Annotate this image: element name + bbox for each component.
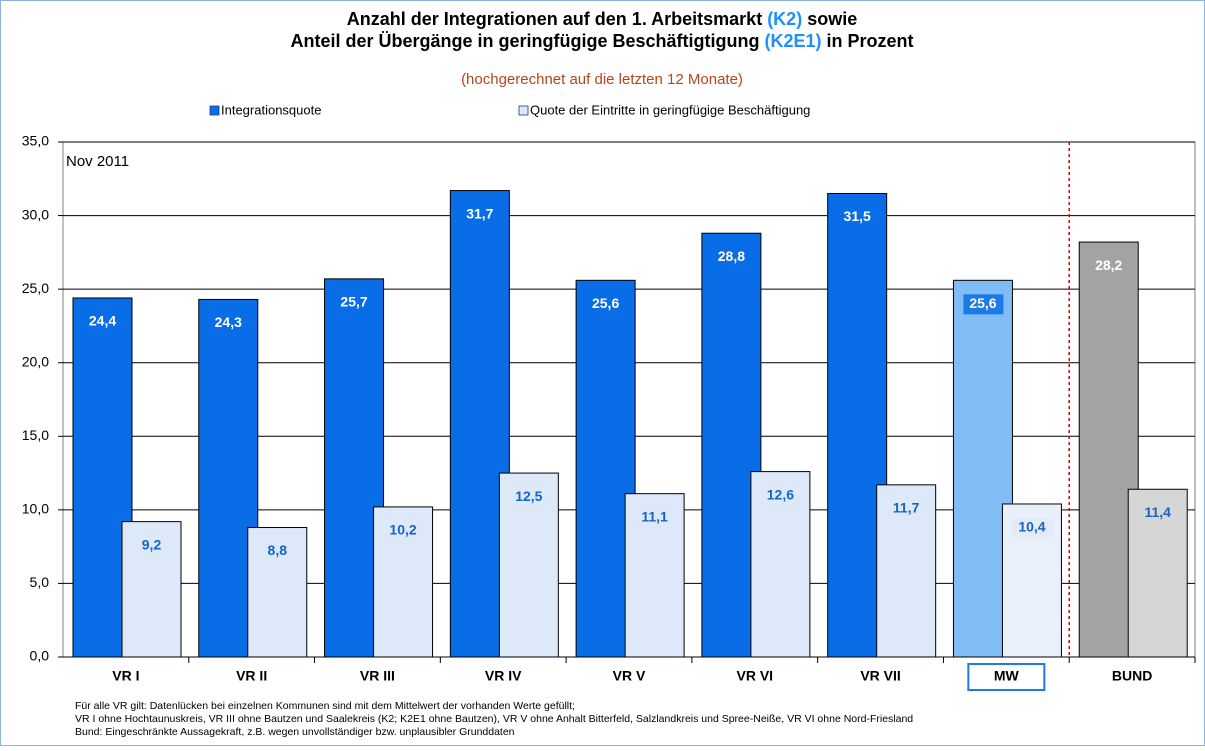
bar [876, 484, 937, 658]
title-part: (K2) [767, 9, 802, 29]
y-tick-label: 15,0 [22, 427, 49, 443]
bar [624, 493, 685, 658]
highlight-box [967, 663, 1046, 691]
title-part: in Prozent [827, 31, 914, 51]
footnote: Bund: Eingeschränkte Aussagekraft, z.B. … [75, 726, 515, 738]
annotation: Nov 2011 [66, 153, 129, 170]
bar [1127, 488, 1188, 658]
value-label: 11,7 [893, 500, 920, 516]
footnote: VR I ohne Hochtaunuskreis, VR III ohne B… [75, 713, 913, 725]
bar [750, 471, 811, 658]
chart-title: Anzahl der Integrationen auf den 1. Arbe… [347, 9, 857, 29]
x-tick-label: VR II [236, 668, 267, 684]
bar [498, 472, 559, 658]
title-part: Anzahl der Integrationen auf den 1. Arbe… [347, 9, 762, 29]
title-part: Anteil der Übergänge in geringfügige Bes… [290, 31, 759, 51]
y-tick-label: 30,0 [22, 206, 49, 222]
y-tick-label: 5,0 [30, 574, 50, 590]
value-label: 8,8 [268, 542, 288, 558]
value-label-bg [1012, 517, 1053, 538]
x-tick-label: VR V [613, 668, 646, 684]
legend-label: Integrationsquote [221, 102, 321, 117]
x-tick-label: VR VI [736, 668, 773, 684]
value-label: 10,4 [1018, 519, 1045, 535]
legend-swatch [209, 105, 220, 116]
legend-label: Quote der Eintritte in geringfügige Besc… [530, 102, 810, 117]
x-tick-label: VR VII [860, 668, 900, 684]
footnote: Für alle VR gilt: Datenlücken bei einzel… [75, 700, 575, 712]
value-label: 24,4 [89, 313, 116, 329]
x-tick-label: VR III [360, 668, 395, 684]
title-part: sowie [807, 9, 857, 29]
value-label: 25,7 [340, 294, 367, 310]
value-label: 25,6 [592, 295, 619, 311]
value-label: 12,6 [767, 486, 794, 502]
value-label: 31,5 [844, 208, 871, 224]
bar [121, 521, 182, 658]
value-label: 10,2 [389, 522, 416, 538]
title-part: (K2E1) [765, 31, 822, 51]
value-label: 28,2 [1095, 257, 1122, 273]
chart-subtitle: (hochgerechnet auf die letzten 12 Monate… [461, 71, 743, 88]
value-label: 11,1 [641, 508, 668, 524]
y-tick-label: 0,0 [30, 648, 50, 664]
bar [247, 527, 308, 658]
y-tick-label: 10,0 [22, 501, 49, 517]
x-tick-label: MW [994, 668, 1020, 684]
y-tick-label: 20,0 [22, 353, 49, 369]
chart-title: Anteil der Übergänge in geringfügige Bes… [290, 31, 913, 51]
value-label: 31,7 [466, 205, 493, 221]
value-label: 12,5 [515, 488, 542, 504]
value-label: 11,4 [1144, 504, 1171, 520]
value-label: 28,8 [718, 248, 745, 264]
y-tick-label: 25,0 [22, 280, 49, 296]
x-tick-label: VR I [112, 668, 139, 684]
value-label: 9,2 [142, 536, 162, 552]
value-label: 24,3 [215, 314, 242, 330]
x-tick-label: VR IV [485, 668, 522, 684]
bar [575, 279, 636, 658]
bar [373, 506, 434, 658]
value-label: 25,6 [969, 295, 996, 311]
x-tick-label: BUND [1112, 668, 1152, 684]
y-tick-label: 35,0 [22, 133, 49, 149]
legend-swatch [518, 105, 529, 116]
value-label-bg [963, 294, 1004, 315]
